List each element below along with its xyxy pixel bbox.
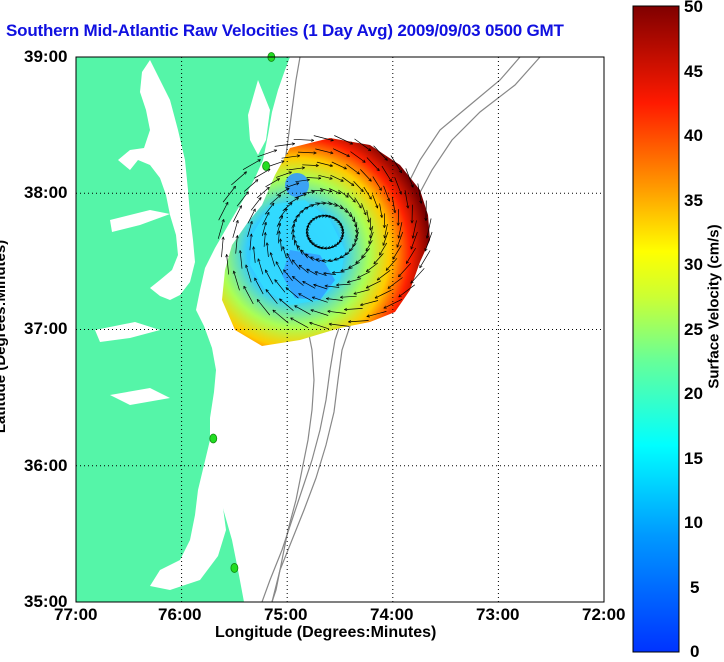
colorbar-tick-label: 50 <box>684 0 703 17</box>
station-marker <box>263 162 270 171</box>
station-marker <box>231 563 238 572</box>
colorbar <box>633 6 679 652</box>
station-marker <box>210 434 217 443</box>
y-tick-label: 38:00 <box>24 183 67 203</box>
colorbar-label: Surface Velocity (cm/s) <box>706 224 723 388</box>
x-tick-label: 76:00 <box>158 605 201 625</box>
x-tick-label: 74:00 <box>370 605 413 625</box>
y-tick-label: 35:00 <box>24 592 67 612</box>
y-tick-label: 39:00 <box>24 47 67 67</box>
y-tick-label: 36:00 <box>24 456 67 476</box>
y-axis-label: Latitude (Degrees:Minutes) <box>0 240 9 433</box>
x-axis-label: Longitude (Degrees:Minutes) <box>215 624 436 642</box>
colorbar-tick-label: 0 <box>690 642 699 662</box>
colorbar-tick-label: 30 <box>684 255 703 275</box>
y-tick-label: 37:00 <box>24 319 67 339</box>
colorbar-tick-label: 40 <box>684 126 703 146</box>
x-tick-label: 72:00 <box>582 605 625 625</box>
x-tick-label: 75:00 <box>264 605 307 625</box>
colorbar-tick-label: 45 <box>684 62 703 82</box>
colorbar-tick-label: 20 <box>684 384 703 404</box>
colorbar-tick-label: 5 <box>690 578 699 598</box>
colorbar-tick-label: 15 <box>684 449 703 469</box>
x-tick-label: 73:00 <box>476 605 519 625</box>
colorbar-tick-label: 10 <box>684 513 703 533</box>
colorbar-tick-label: 25 <box>684 320 703 340</box>
colorbar-tick-label: 35 <box>684 191 703 211</box>
